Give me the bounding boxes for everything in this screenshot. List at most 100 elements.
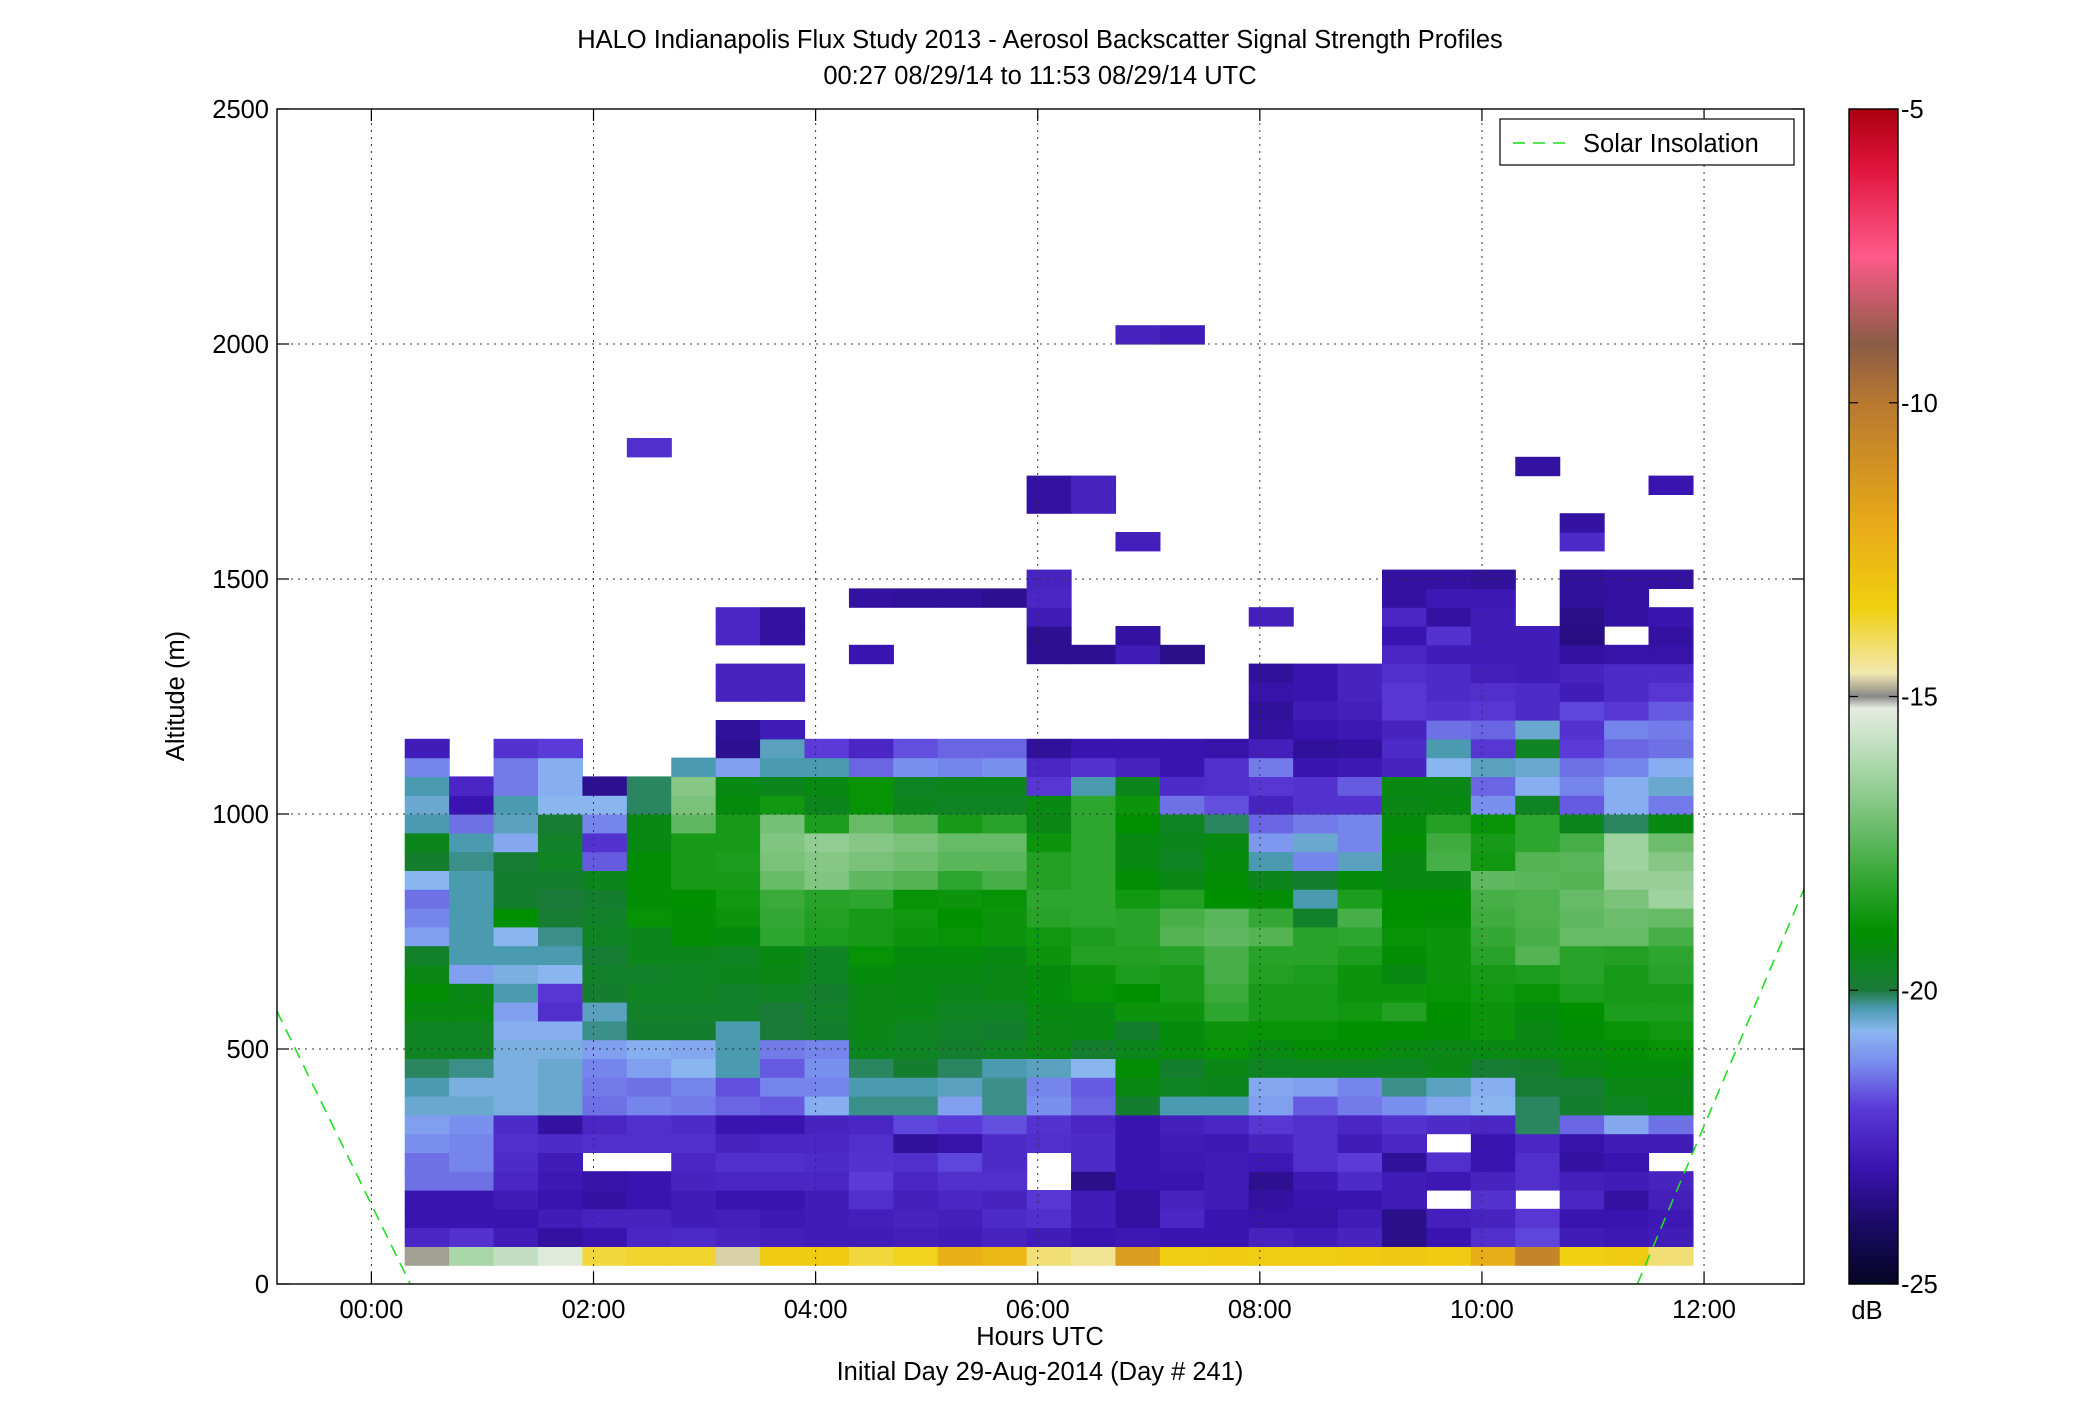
- heatmap-cell: [537, 1020, 583, 1041]
- heatmap-cell: [1515, 870, 1561, 890]
- heatmap-cell: [1470, 682, 1516, 702]
- heatmap-cell: [671, 1208, 717, 1229]
- heatmap-cell: [1470, 983, 1516, 1003]
- heatmap-cell: [1559, 964, 1605, 984]
- heatmap-cell: [1604, 795, 1650, 815]
- heatmap-cell: [1559, 1171, 1605, 1191]
- heatmap-cell: [1293, 832, 1339, 853]
- heatmap-cell: [537, 1208, 583, 1229]
- heatmap-cell: [937, 795, 983, 815]
- heatmap-cell: [1071, 926, 1117, 947]
- heatmap-cell: [1071, 1096, 1117, 1116]
- heatmap-cell: [1648, 1077, 1694, 1097]
- heatmap-cell: [1648, 1227, 1694, 1247]
- heatmap-cell: [982, 1058, 1028, 1078]
- heatmap-cell: [1026, 832, 1072, 853]
- heatmap-cell: [1293, 1077, 1339, 1097]
- heatmap-cell: [1515, 1096, 1561, 1116]
- chart-title: HALO Indianapolis Flux Study 2013 - Aero…: [577, 26, 1503, 54]
- heatmap-cell: [1337, 1114, 1383, 1135]
- heatmap-cell: [1293, 851, 1339, 871]
- heatmap-cell: [1559, 1039, 1605, 1059]
- heatmap-cell: [1515, 1171, 1561, 1191]
- heatmap-cell: [1115, 1002, 1161, 1022]
- heatmap-cell: [1559, 1058, 1605, 1078]
- heatmap-cell: [1159, 1039, 1205, 1059]
- heatmap-cell: [404, 1096, 450, 1116]
- heatmap-cell: [1559, 663, 1605, 683]
- heatmap-cell: [1604, 682, 1650, 702]
- heatmap-cell: [1559, 588, 1605, 608]
- heatmap-cell: [1648, 701, 1694, 721]
- heatmap-cell: [1115, 1114, 1161, 1135]
- heatmap-cell: [1026, 588, 1072, 608]
- heatmap-cell: [893, 1133, 939, 1153]
- heatmap-cell: [1071, 1246, 1117, 1266]
- heatmap-cell: [626, 851, 672, 871]
- heatmap-cell: [760, 663, 806, 683]
- heatmap-cell: [982, 738, 1028, 759]
- legend-label-solar-insolation: Solar Insolation: [1583, 130, 1759, 158]
- heatmap-cell: [937, 1058, 983, 1078]
- heatmap-cell: [493, 1114, 539, 1135]
- heatmap-cell: [1248, 945, 1294, 965]
- heatmap-cell: [537, 757, 583, 777]
- heatmap-cell: [449, 1096, 495, 1116]
- heatmap-cell: [715, 1227, 761, 1247]
- heatmap-cell: [1337, 1208, 1383, 1229]
- heatmap-cell: [1204, 851, 1250, 871]
- heatmap-cell: [804, 1096, 850, 1116]
- heatmap-cell: [715, 738, 761, 759]
- heatmap-cell: [1381, 1002, 1428, 1022]
- heatmap-cell: [1293, 889, 1339, 909]
- heatmap-cell: [1381, 588, 1428, 608]
- heatmap-cell: [404, 1058, 450, 1078]
- heatmap-cell: [493, 945, 539, 965]
- plot-frame: [276, 108, 1805, 1285]
- heatmap-cell: [1426, 1039, 1472, 1059]
- heatmap-cell: [1426, 1114, 1472, 1135]
- heatmap-cell: [537, 889, 583, 909]
- heatmap-cell: [1248, 795, 1294, 815]
- heatmap-cell: [715, 832, 761, 853]
- heatmap-cell: [804, 776, 850, 796]
- heatmap-cell: [982, 1002, 1028, 1022]
- heatmap-cell: [715, 682, 761, 702]
- heatmap-cell: [1248, 757, 1294, 777]
- heatmap-cell: [1159, 1020, 1205, 1041]
- heatmap-cell: [1426, 757, 1472, 777]
- heatmap-cell: [804, 870, 850, 890]
- heatmap-cell: [715, 1246, 761, 1266]
- heatmap-cell: [1204, 1152, 1250, 1172]
- heatmap-cell: [982, 814, 1028, 834]
- heatmap-cell: [982, 1039, 1028, 1059]
- heatmap-cell: [1204, 1002, 1250, 1022]
- heatmap-cell: [937, 1114, 983, 1135]
- heatmap-cell: [582, 1077, 628, 1097]
- heatmap-cell: [493, 757, 539, 777]
- heatmap-cell: [715, 889, 761, 909]
- heatmap-cell: [1604, 983, 1650, 1003]
- heatmap-cell: [1559, 626, 1605, 646]
- heatmap-cell: [1115, 1190, 1161, 1210]
- heatmap-cell: [893, 1208, 939, 1229]
- heatmap-cell: [1026, 926, 1072, 947]
- heatmap-cell: [1648, 682, 1694, 702]
- heatmap-cell: [1293, 701, 1339, 721]
- heatmap-cell: [1381, 776, 1428, 796]
- heatmap-cell: [1337, 1002, 1383, 1022]
- heatmap-cell: [1559, 870, 1605, 890]
- heatmap-cell: [1204, 889, 1250, 909]
- heatmap-cell: [1470, 1171, 1516, 1191]
- heatmap-cell: [1115, 1227, 1161, 1247]
- heatmap-cell: [1071, 795, 1117, 815]
- heatmap-cell: [937, 1227, 983, 1247]
- heatmap-cell: [1515, 1002, 1561, 1022]
- axis-ticks: 00:00 02:00 04:00 06:00 08:00 10:00 12:00 0 500 1…: [212, 96, 1804, 1324]
- heatmap-cell: [1159, 776, 1205, 796]
- heatmap-cell: [804, 945, 850, 965]
- heatmap-cell: [715, 1058, 761, 1078]
- heatmap-cell: [1515, 663, 1561, 683]
- y-tick-label: 2500: [212, 96, 269, 124]
- heatmap-cell: [671, 889, 717, 909]
